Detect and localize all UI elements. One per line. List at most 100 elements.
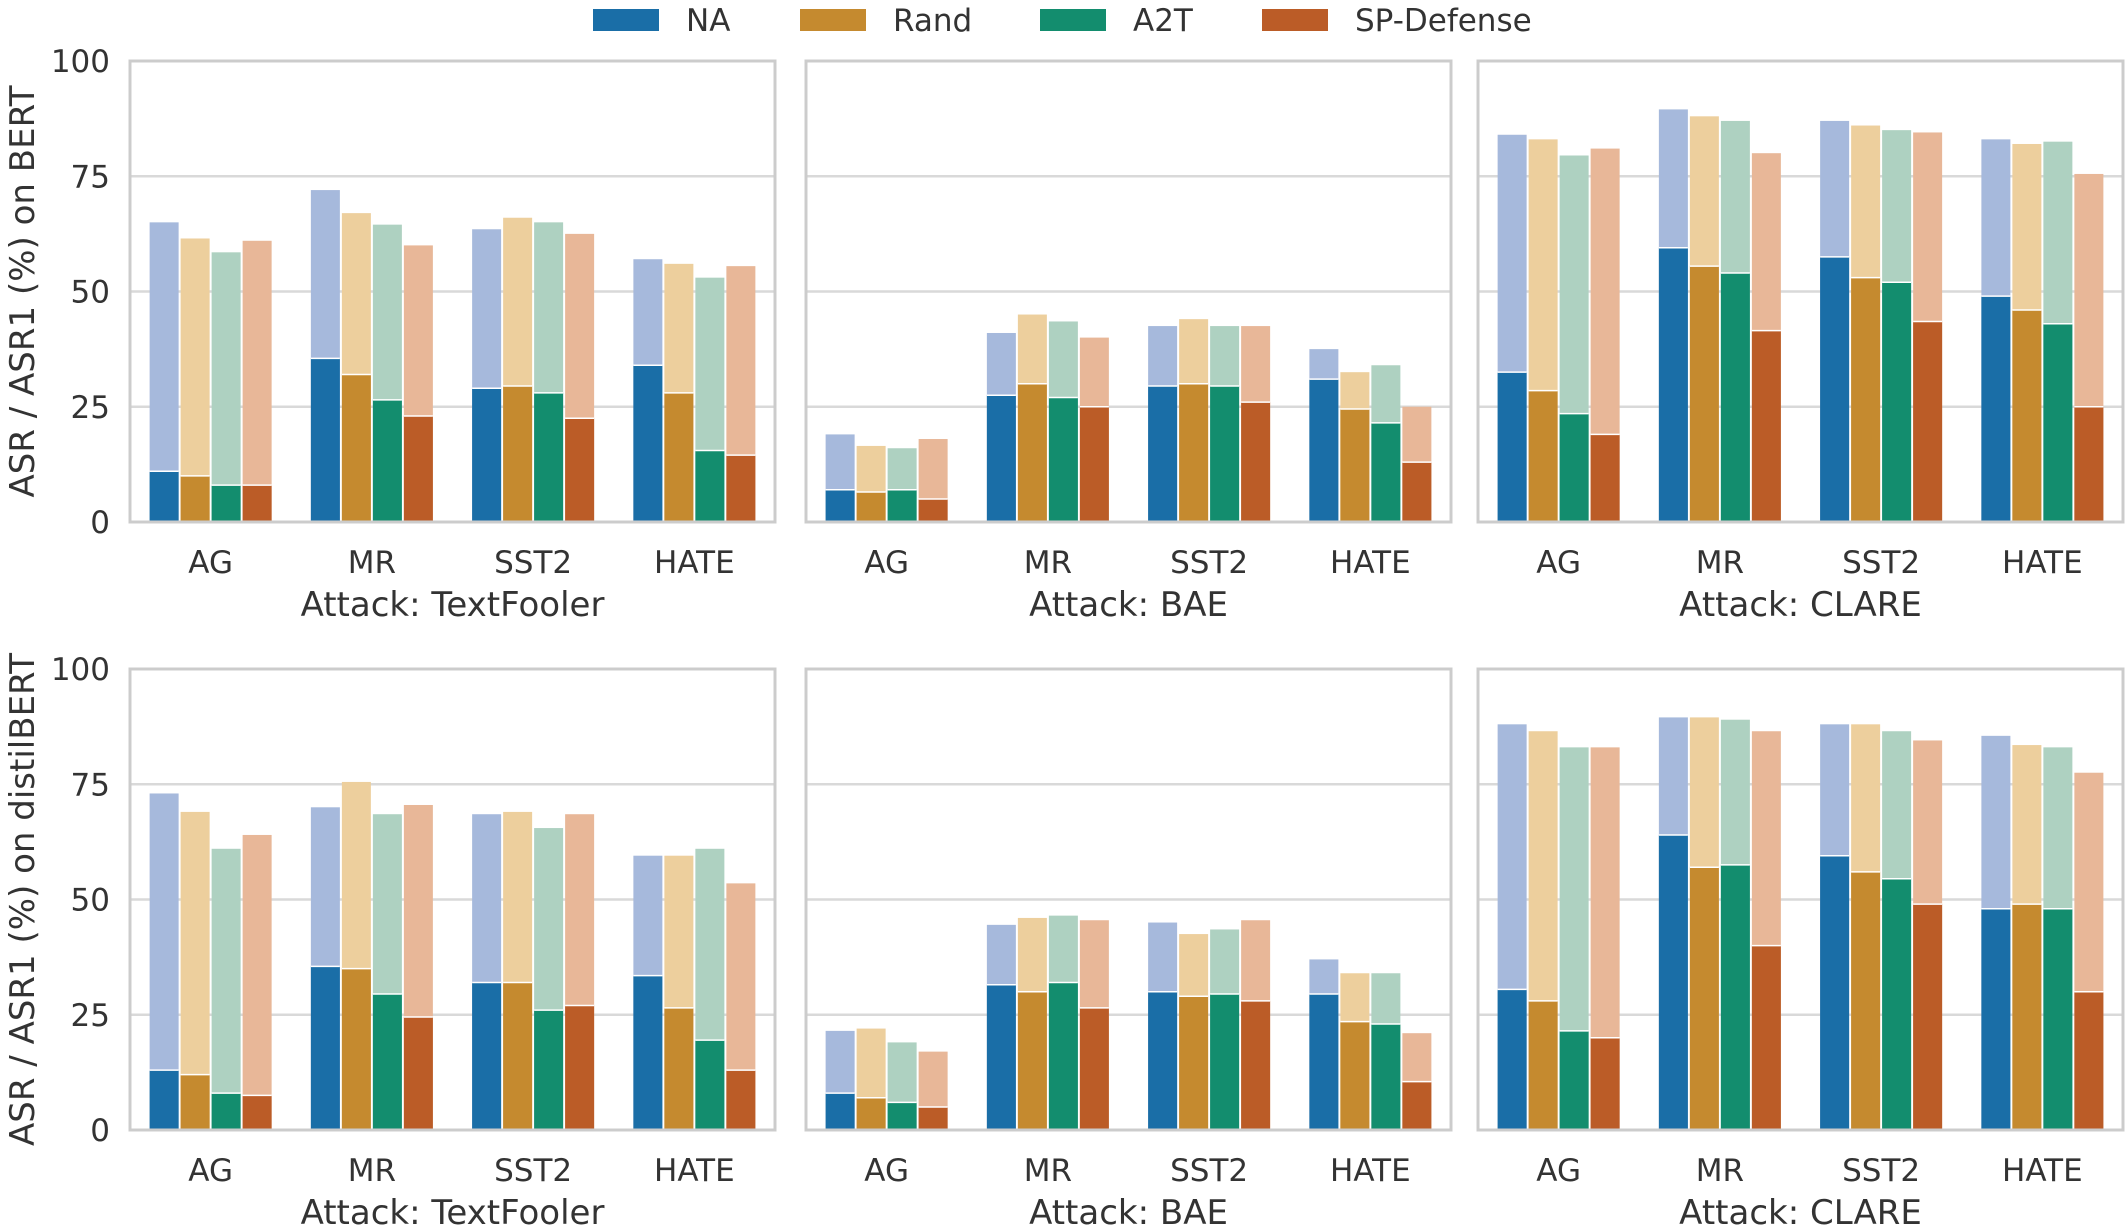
bar-asr1-na (825, 489, 855, 522)
x-tick-label: AG (1536, 545, 1581, 581)
bar-asr1-rand (856, 492, 886, 522)
panel: AG MR SST2 HATE Attack: TextFooler (128, 59, 777, 625)
x-axis-label: Attack: CLARE (1679, 1193, 1922, 1229)
bar-asr1-a2t (1559, 1030, 1589, 1130)
bar-asr1-na (310, 966, 340, 1130)
x-tick-label: MR (348, 545, 396, 581)
bar-asr1-sp-defense (1913, 904, 1943, 1130)
bar-asr1-sp-defense (242, 485, 272, 522)
bar-asr1-sp-defense (1590, 1037, 1620, 1130)
y-tick-label: 25 (71, 390, 110, 426)
bar-asr1-sp-defense (2074, 406, 2104, 522)
y-tick-label: 100 (51, 652, 110, 688)
bar-asr1-rand (1340, 409, 1370, 522)
bar-asr1-rand (1851, 871, 1881, 1130)
bar-asr1-rand (341, 968, 371, 1130)
bar-asr1-sp-defense (403, 415, 433, 522)
legend-label-a2t: A2T (1133, 3, 1194, 39)
x-tick-label: AG (188, 545, 233, 581)
legend-label-sp-defense: SP-Defense (1355, 3, 1532, 39)
bar-asr1-na (149, 471, 179, 522)
bar-asr1-na (1497, 989, 1527, 1130)
bar-asr1-na (1148, 386, 1178, 522)
bar-asr1-sp-defense (918, 1106, 948, 1130)
y-tick-label: 0 (90, 505, 110, 541)
x-axis-label: Attack: BAE (1029, 585, 1228, 625)
bar-asr1-a2t (1720, 864, 1750, 1130)
bar-asr1-na (1820, 855, 1850, 1130)
x-tick-label: AG (188, 1153, 233, 1189)
bar-asr1-sp-defense (918, 498, 948, 522)
bar-asr1-a2t (372, 399, 402, 522)
bar-asr1-na (1148, 991, 1178, 1130)
bar-asr1-sp-defense (1751, 945, 1781, 1130)
panel: AG MR SST2 HATE Attack: BAE (804, 59, 1453, 625)
legend-swatch-a2t (1040, 9, 1106, 31)
x-axis-label: Attack: TextFooler (301, 1193, 605, 1229)
bar-asr1-rand (503, 386, 533, 522)
bar-asr1-rand (2012, 309, 2042, 522)
bar-asr1-rand (341, 374, 371, 522)
bar-asr1-a2t (211, 485, 241, 522)
bar-asr1-sp-defense (1241, 402, 1271, 522)
bar-asr1-na (986, 984, 1016, 1130)
panel-frame (1476, 667, 2125, 1132)
bar-asr1-rand (1851, 277, 1881, 522)
x-tick-label: SST2 (494, 1153, 572, 1189)
bar-asr1-na (1497, 372, 1527, 522)
bar-asr1-na (472, 388, 502, 522)
bar-asr1-na (986, 395, 1016, 522)
bar-asr1-sp-defense (1079, 1007, 1109, 1130)
bar-asr1-rand (664, 1007, 694, 1130)
bar-asr1-rand (1528, 1000, 1558, 1130)
bar-asr1-a2t (887, 1102, 917, 1130)
x-tick-label: AG (1536, 1153, 1581, 1189)
bar-asr1-sp-defense (565, 418, 595, 522)
bar-asr1-a2t (2043, 323, 2073, 522)
bar-asr1-rand (856, 1097, 886, 1130)
x-tick-label: HATE (654, 545, 735, 581)
legend-swatch-rand (800, 9, 866, 31)
bar-asr1-a2t (1882, 282, 1912, 522)
bar-asr-rand (180, 238, 210, 523)
y-axis-label: ASR / ASR1 (%) on BERT (3, 85, 43, 497)
bar-asr1-a2t (1559, 413, 1589, 522)
bar-asr1-sp-defense (726, 1070, 756, 1130)
bar-asr1-rand (1340, 1021, 1370, 1130)
bar-asr1-na (1658, 834, 1688, 1130)
bar-asr1-sp-defense (242, 1095, 272, 1130)
legend-label-na: NA (686, 3, 730, 39)
bar-asr1-na (472, 982, 502, 1130)
bar-asr-a2t (211, 252, 241, 522)
bar-asr1-a2t (1720, 273, 1750, 522)
bar-asr-a2t (211, 848, 241, 1130)
bar-asr1-sp-defense (1079, 406, 1109, 522)
y-tick-label: 50 (71, 883, 110, 919)
bar-asr1-na (149, 1070, 179, 1130)
x-tick-label: MR (1024, 545, 1072, 581)
x-tick-label: HATE (654, 1153, 735, 1189)
bar-asr1-rand (1017, 991, 1047, 1130)
bar-asr1-rand (664, 392, 694, 522)
bar-asr1-sp-defense (403, 1017, 433, 1130)
x-axis-label: Attack: BAE (1029, 1193, 1228, 1229)
legend-swatch-sp-defense (1262, 9, 1328, 31)
panel-frame (804, 667, 1453, 1132)
y-tick-label: 100 (51, 44, 110, 80)
bar-asr1-rand (2012, 904, 2042, 1130)
y-axis-label: ASR / ASR1 (%) on distilBERT (3, 653, 43, 1146)
x-tick-label: HATE (2002, 1153, 2083, 1189)
plot-grid: ASR / ASR1 (%) on BERT 0 25 50 75 100 AG MR SST2… (3, 44, 2125, 1229)
legend: NA Rand A2T SP-Defense (593, 3, 1532, 39)
bar-asr1-a2t (534, 392, 564, 522)
x-tick-label: SST2 (1842, 545, 1920, 581)
bar-asr1-sp-defense (2074, 991, 2104, 1130)
bar-asr1-sp-defense (726, 455, 756, 522)
x-tick-label: HATE (1330, 1153, 1411, 1189)
legend-label-rand: Rand (893, 3, 972, 39)
x-tick-label: HATE (2002, 545, 2083, 581)
bar-asr1-a2t (1210, 994, 1240, 1130)
x-axis-label: Attack: TextFooler (301, 585, 605, 625)
bar-asr1-sp-defense (1913, 321, 1943, 522)
